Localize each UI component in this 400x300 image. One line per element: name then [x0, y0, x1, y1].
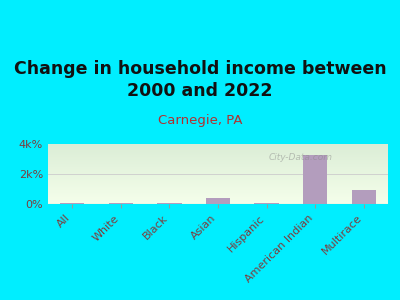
Bar — [206, 198, 230, 204]
Text: Carnegie, PA: Carnegie, PA — [158, 114, 242, 127]
Bar — [60, 202, 84, 204]
Text: Change in household income between
2000 and 2022: Change in household income between 2000 … — [14, 60, 386, 100]
Bar — [303, 154, 327, 204]
Text: City-Data.com: City-Data.com — [269, 153, 333, 162]
Bar — [352, 190, 376, 204]
Bar — [109, 202, 133, 204]
Bar — [254, 203, 279, 204]
Bar — [157, 202, 182, 204]
